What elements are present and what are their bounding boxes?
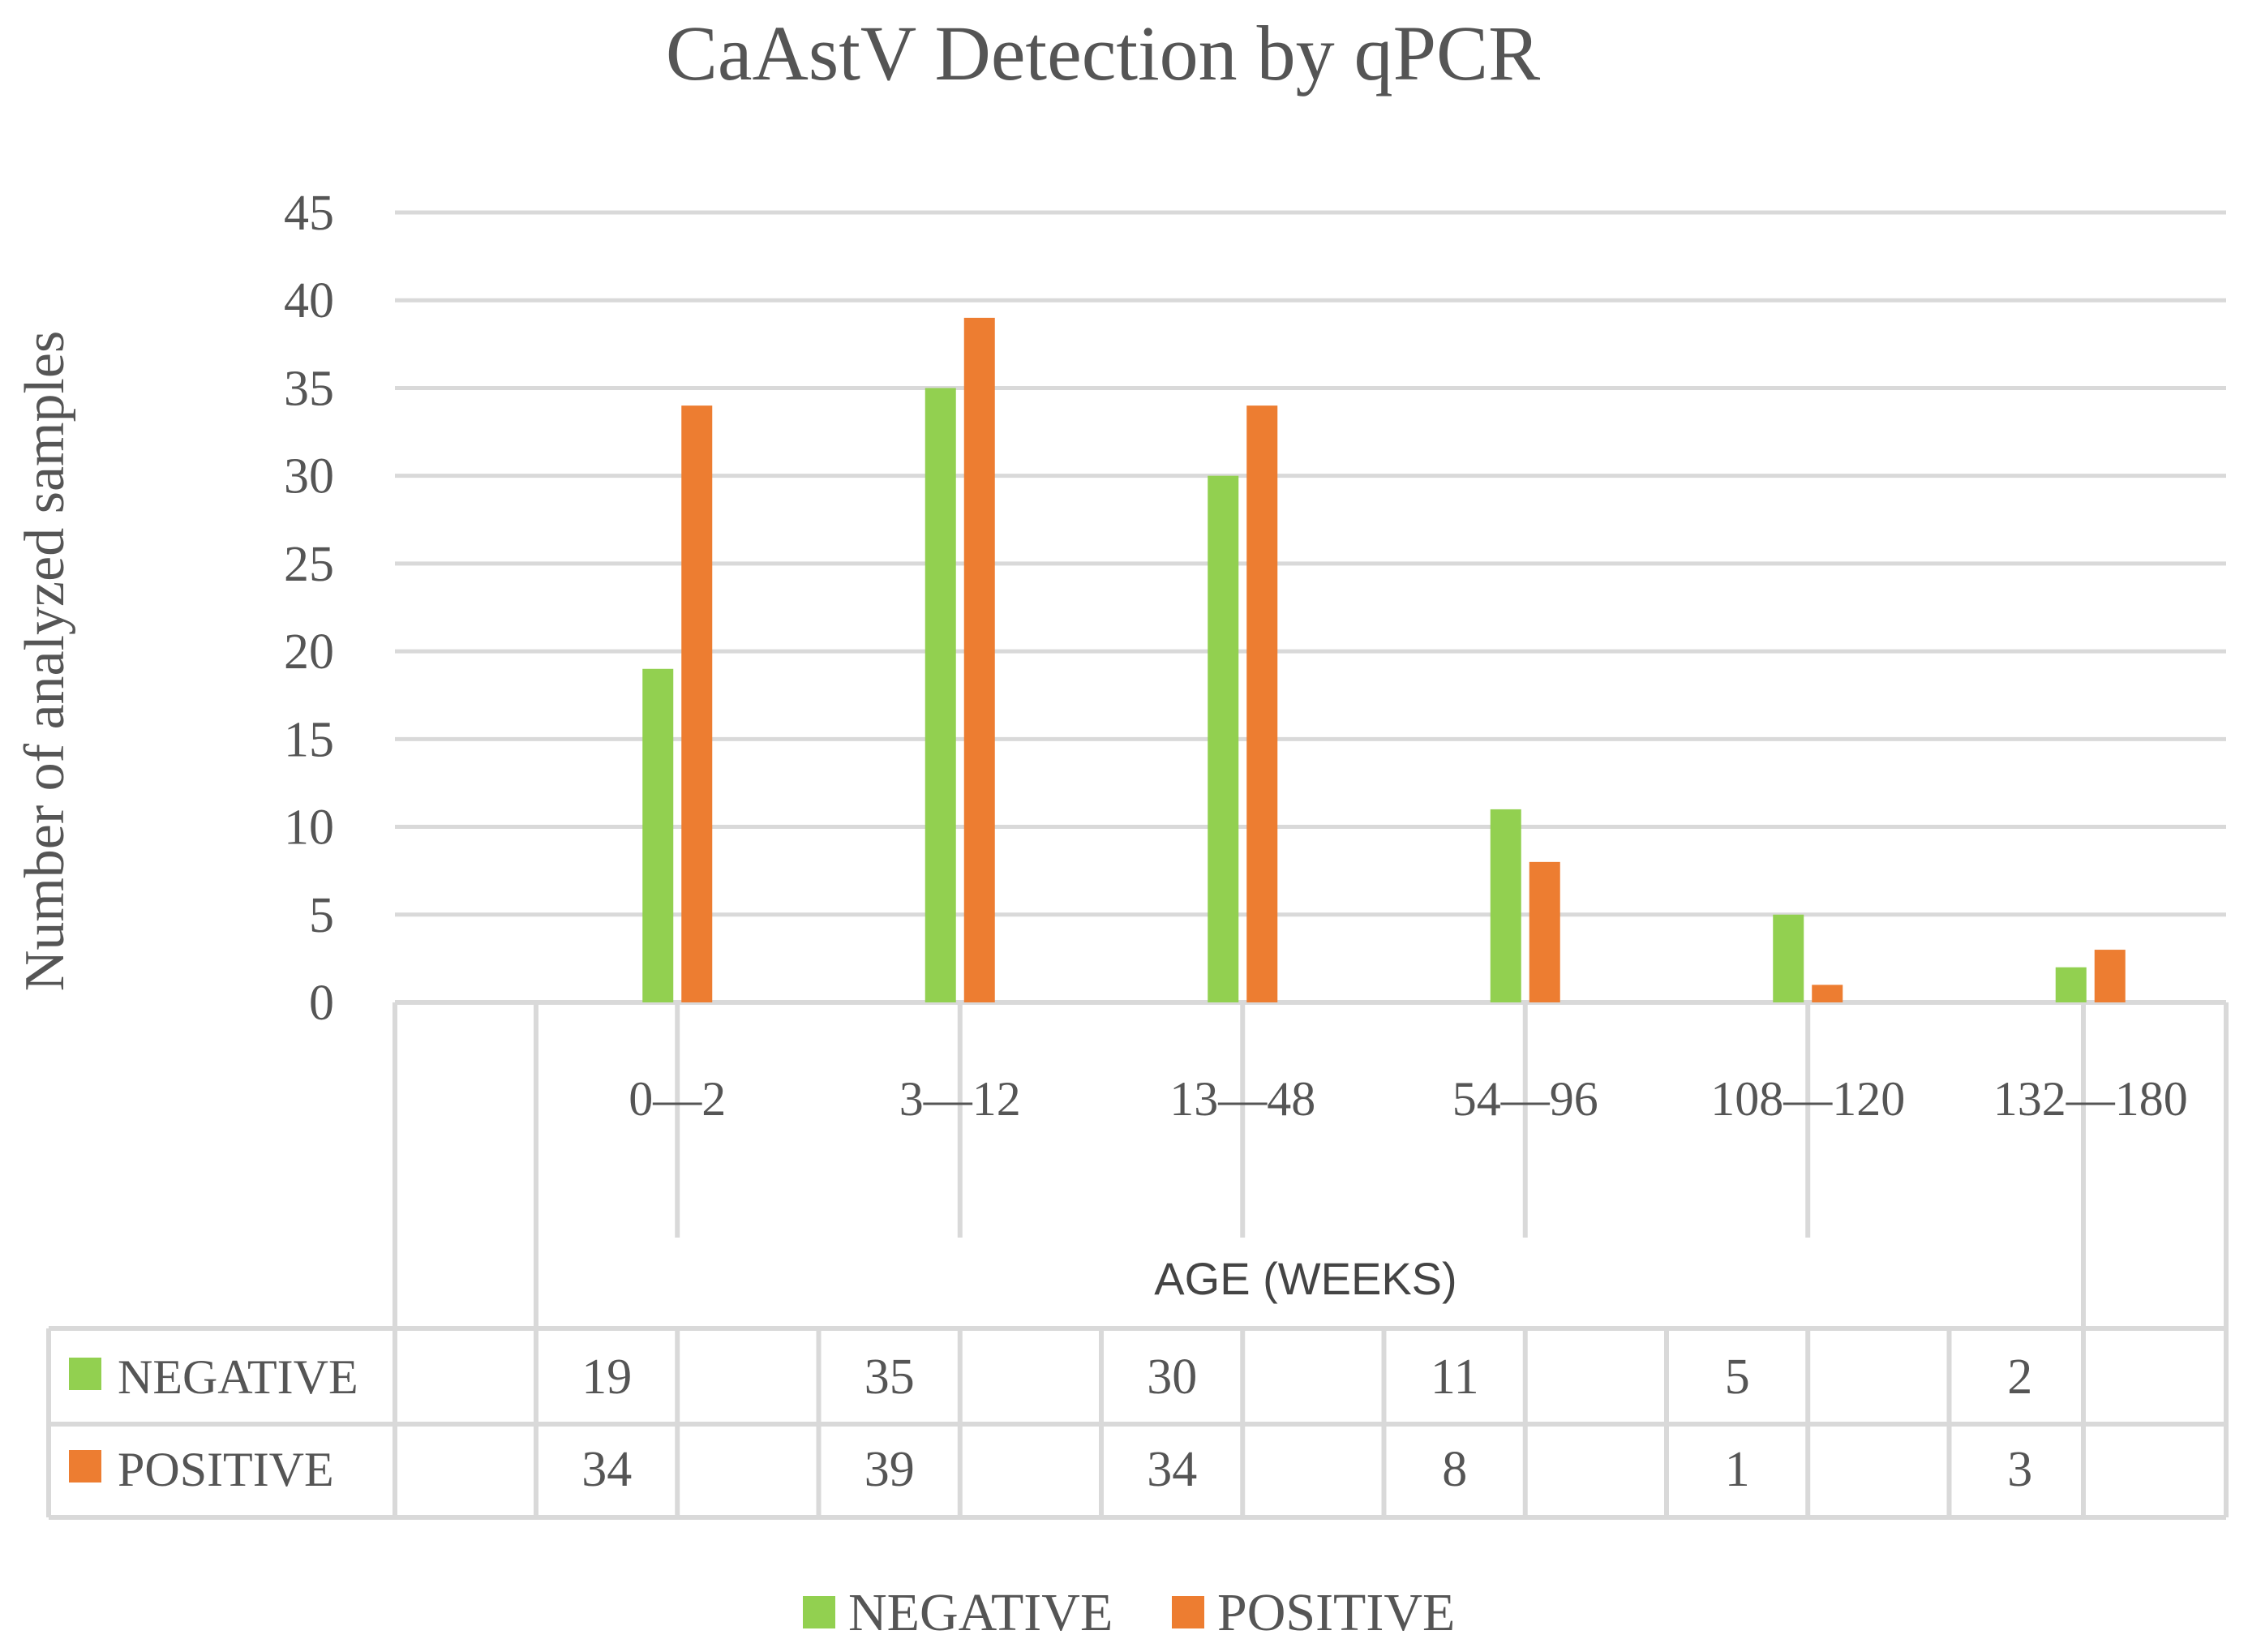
bar-negative xyxy=(1773,914,1804,1002)
bar-positive xyxy=(681,405,713,1003)
table-cell: 2 xyxy=(2007,1349,2032,1405)
bar-positive xyxy=(2094,950,2126,1002)
bars xyxy=(642,317,2126,1003)
bar-negative xyxy=(642,668,674,1002)
table-legend-key-negative xyxy=(69,1358,101,1390)
y-tick-label: 25 xyxy=(284,537,334,592)
table-cell: 5 xyxy=(1725,1349,1750,1405)
chart-title: CaAstV Detection by qPCR xyxy=(666,10,1540,97)
category-label: 13—48 xyxy=(1169,1072,1315,1126)
table-cell: 39 xyxy=(864,1442,915,1497)
category-label: 3—12 xyxy=(899,1072,1021,1126)
table-cell: 8 xyxy=(1442,1442,1467,1497)
table-legend-key-positive xyxy=(69,1450,101,1483)
data-table-rows: NEGATIVE 19 35 30 11 5 2 POSITIVE 34 39 34 8 1 3 xyxy=(69,1349,2032,1497)
table-row-label: NEGATIVE xyxy=(118,1350,358,1404)
table-cell: 1 xyxy=(1725,1442,1750,1497)
y-tick-label: 0 xyxy=(309,976,334,1031)
category-label: 0—2 xyxy=(628,1072,726,1126)
y-tick-label: 40 xyxy=(284,273,334,328)
table-cell: 11 xyxy=(1431,1349,1479,1405)
data-table-grid xyxy=(46,1000,2229,1520)
table-cell: 35 xyxy=(864,1349,915,1405)
y-tick-label: 30 xyxy=(284,449,334,504)
bar-positive xyxy=(1529,861,1560,1002)
category-label: 132—180 xyxy=(1993,1072,2188,1126)
y-tick-label: 15 xyxy=(284,712,334,767)
category-labels: 0—2 3—12 13—48 54—96 108—120 132—180 xyxy=(628,1072,2188,1126)
y-tick-label: 5 xyxy=(309,888,334,943)
legend-label: POSITIVE xyxy=(1217,1583,1455,1642)
bar-negative xyxy=(1490,809,1521,1002)
legend-key-positive xyxy=(1172,1596,1204,1628)
bar-positive xyxy=(1812,985,1843,1002)
legend: NEGATIVE POSITIVE xyxy=(803,1583,1455,1642)
category-label: 108—120 xyxy=(1710,1072,1905,1126)
table-cell: 19 xyxy=(581,1349,632,1405)
y-tick-label: 35 xyxy=(284,361,334,416)
bar-positive xyxy=(963,317,995,1002)
table-cell: 3 xyxy=(2007,1442,2032,1497)
legend-label: NEGATIVE xyxy=(848,1583,1113,1642)
y-tick-label: 45 xyxy=(284,186,334,241)
bar-positive xyxy=(1246,405,1278,1003)
x-axis-label: AGE (WEEKS) xyxy=(1154,1253,1456,1304)
bar-negative xyxy=(925,388,956,1002)
y-tick-label: 20 xyxy=(284,624,334,680)
bar-negative xyxy=(2055,967,2087,1002)
y-tick-label: 10 xyxy=(284,800,334,856)
category-label: 54—96 xyxy=(1452,1072,1598,1126)
table-cell: 34 xyxy=(1147,1442,1197,1497)
y-tick-labels: 0 5 10 15 20 25 30 35 40 45 xyxy=(284,186,334,1031)
table-cell: 30 xyxy=(1147,1349,1197,1405)
legend-key-negative xyxy=(803,1596,835,1628)
y-axis-label: Number of analyzed samples xyxy=(14,331,76,991)
bar-negative xyxy=(1208,475,1239,1002)
table-row-label: POSITIVE xyxy=(118,1443,334,1496)
table-cell: 34 xyxy=(581,1442,632,1497)
